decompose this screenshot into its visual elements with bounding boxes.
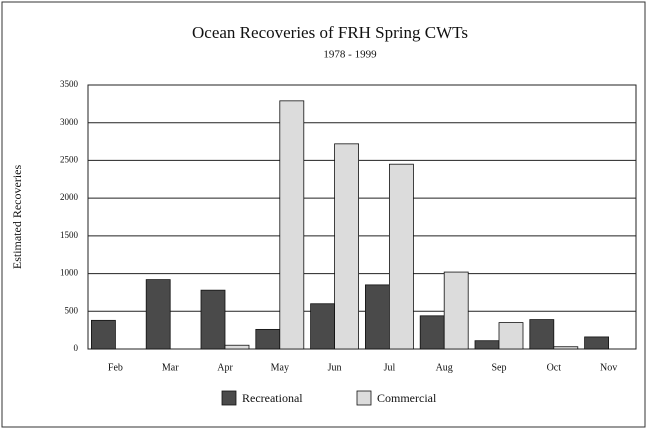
chart-subtitle: 1978 - 1999 — [323, 49, 377, 61]
bar — [145, 279, 171, 350]
bar — [388, 163, 414, 350]
legend-swatch — [221, 390, 237, 406]
x-tick-label: Feb — [108, 362, 123, 373]
legend-label: Commercial — [377, 391, 437, 405]
x-tick-label: Sep — [492, 362, 507, 373]
x-tick-label: Jun — [328, 362, 342, 373]
bar — [255, 328, 281, 350]
y-tick-label: 2500 — [60, 154, 79, 164]
bar — [498, 322, 524, 350]
legend-label: Recreational — [242, 391, 303, 405]
legend-swatch — [356, 390, 372, 406]
y-tick-label: 2000 — [60, 192, 79, 202]
y-tick-label: 500 — [65, 305, 79, 315]
y-axis-label: Estimated Recoveries — [10, 165, 24, 270]
x-tick-label: Oct — [547, 362, 562, 373]
x-tick-label: Jul — [384, 362, 396, 373]
bar — [334, 143, 360, 350]
bar — [310, 303, 336, 350]
x-tick-label: May — [271, 362, 289, 373]
x-tick-label: Nov — [600, 362, 617, 373]
x-tick-label: Apr — [217, 362, 233, 373]
bar — [419, 315, 445, 350]
x-tick-label: Aug — [436, 362, 453, 373]
y-tick-label: 3500 — [60, 79, 79, 89]
y-tick-label: 1000 — [60, 268, 79, 278]
chart-title: Ocean Recoveries of FRH Spring CWTs — [192, 23, 468, 42]
bar — [474, 340, 500, 350]
bar — [91, 319, 116, 350]
bar — [553, 346, 579, 350]
bar — [224, 344, 250, 350]
bar — [200, 289, 226, 350]
y-tick-label: 0 — [74, 343, 79, 353]
x-tick-label: Mar — [162, 362, 179, 373]
bar — [584, 336, 609, 350]
y-tick-label: 3000 — [60, 117, 79, 127]
bar — [529, 319, 555, 350]
bar — [364, 284, 390, 350]
y-tick-label: 1500 — [60, 230, 79, 240]
bar — [279, 100, 305, 350]
bar — [443, 271, 469, 350]
